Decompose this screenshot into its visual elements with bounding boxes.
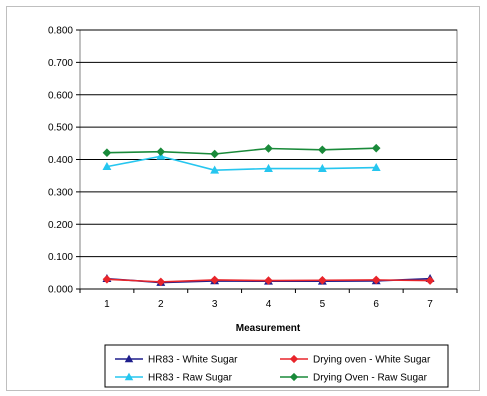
y-tick-label: 0.800 [48,26,73,37]
line-chart: 0.000 0.100 0.200 0.300 0.400 0.500 0.600 0.700… [48,26,458,388]
data-point [156,277,166,287]
data-point [124,354,134,363]
legend-item: Drying Oven - Raw Sugar [280,373,428,384]
data-point [371,143,381,153]
data-point [317,163,327,172]
data-point [210,149,219,159]
legend-label: Drying Oven - Raw Sugar [313,373,428,384]
series-line [106,147,377,155]
x-tick-label: 4 [266,299,272,310]
series [102,143,381,159]
data-point [210,275,219,285]
x-tick-label: 6 [373,299,379,310]
series [102,151,381,174]
x-tick-label: 2 [158,299,164,310]
data-point [264,144,273,153]
series-line [106,155,377,171]
x-axis-ticks: 1 2 3 4 5 6 7 [79,288,458,310]
data-point [124,372,134,381]
data-point [102,274,112,284]
data-point [289,372,299,382]
y-tick-label: 0.200 [48,220,73,231]
data-point [156,147,166,157]
y-tick-label: 0.700 [48,58,73,69]
chart-frame: 0.000 0.100 0.200 0.300 0.400 0.500 0.600 0.700… [6,6,480,391]
data-point [371,162,381,171]
legend-box [104,344,449,388]
x-axis-title: Measurement [236,323,301,334]
legend-item: HR83 - White Sugar [115,355,238,366]
data-point [371,275,381,285]
legend-label: HR83 - White Sugar [148,355,238,366]
x-tick-label: 3 [212,299,218,310]
legend-label: HR83 - Raw Sugar [148,373,233,384]
legend: HR83 - White Sugar Drying oven - White Su… [104,344,449,388]
gridlines [80,29,457,258]
x-tick-label: 7 [427,299,433,310]
data-point [264,163,273,172]
y-axis-ticks: 0.000 0.100 0.200 0.300 0.400 0.500 0.600 0.700… [48,26,80,296]
y-tick-label: 0.300 [48,187,73,198]
x-tick-label: 1 [104,299,110,310]
y-tick-label: 0.600 [48,90,73,101]
data-point [102,148,112,158]
legend-label: Drying oven - White Sugar [313,355,431,366]
y-tick-label: 0.100 [48,252,73,263]
data-point [318,275,327,285]
data-point [289,354,299,364]
y-tick-label: 0.500 [48,123,73,134]
data-point [102,161,112,171]
series [102,274,435,287]
y-tick-label: 0.400 [48,155,73,166]
data-point [264,276,273,285]
data-point [318,145,327,155]
data-point [210,165,220,174]
data-point [425,276,435,285]
legend-item: Drying oven - White Sugar [280,355,431,366]
x-tick-label: 5 [320,299,326,310]
legend-item: HR83 - Raw Sugar [115,373,233,384]
y-tick-label: 0.000 [48,285,73,296]
series-layer [102,143,435,287]
